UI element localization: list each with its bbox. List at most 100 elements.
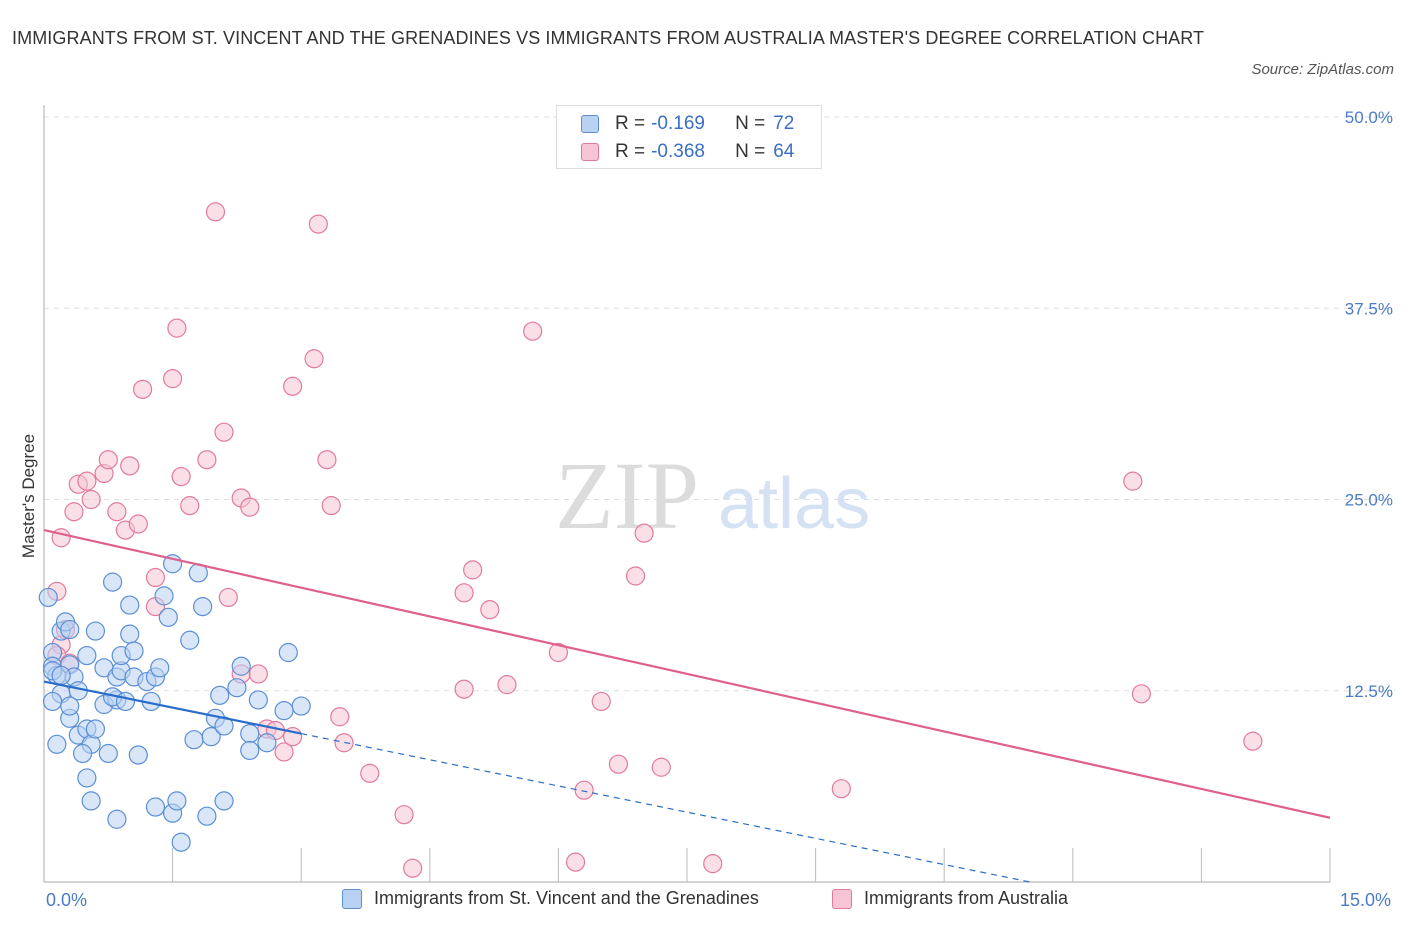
data-point <box>197 450 217 470</box>
data-point <box>98 450 118 470</box>
gridlines <box>44 116 1395 692</box>
data-point <box>403 858 423 878</box>
data-point <box>1123 471 1143 491</box>
data-point <box>321 496 341 516</box>
data-point <box>132 379 153 399</box>
data-point <box>651 757 671 777</box>
watermark-zip: ZIP <box>555 442 699 549</box>
data-point <box>1131 684 1151 704</box>
series-australia-points <box>47 202 1263 878</box>
data-point <box>240 723 260 744</box>
legend-swatch-blue <box>581 115 599 133</box>
watermark: ZIP atlas <box>555 442 870 549</box>
legend-row-st-vincent: R = -0.169 N = 72 <box>581 112 794 136</box>
legend-row-australia: R = -0.368 N = 64 <box>581 140 794 164</box>
legend-n-value: 72 <box>773 113 795 134</box>
data-point <box>120 595 140 615</box>
data-point <box>201 727 221 747</box>
y-tick-label: 25.0% <box>1345 491 1393 510</box>
data-point <box>107 502 127 522</box>
data-point <box>124 641 144 661</box>
trend-lines <box>43 529 1331 883</box>
data-point <box>81 489 101 510</box>
legend-n-label: N = <box>735 141 766 162</box>
watermark-atlas: atlas <box>718 464 870 544</box>
data-point <box>634 523 654 543</box>
data-point <box>85 719 106 739</box>
data-point <box>831 779 851 799</box>
data-point <box>51 665 71 686</box>
legend-n-label: N = <box>735 113 766 134</box>
data-point <box>480 600 500 620</box>
data-point <box>145 797 166 817</box>
data-point <box>497 675 517 695</box>
bottom-legend-australia: Immigrants from Australia <box>832 888 1068 909</box>
data-point <box>463 560 483 580</box>
trend-line-australia <box>43 529 1331 819</box>
x-tick-max: 15.0% <box>1340 890 1392 910</box>
data-point <box>248 690 268 710</box>
data-point <box>608 754 629 774</box>
data-point <box>197 806 217 826</box>
data-point <box>360 763 380 783</box>
data-point <box>308 214 328 234</box>
data-point <box>703 854 723 874</box>
data-point <box>171 832 191 852</box>
trend-line-st-vincent <box>43 680 302 735</box>
data-point <box>77 645 97 666</box>
data-point <box>454 679 474 699</box>
data-point <box>257 733 277 753</box>
data-point <box>1243 731 1263 751</box>
data-point <box>115 691 136 712</box>
data-point <box>334 733 354 753</box>
stats-legend: R = -0.169 N = 72 R = -0.368 N = 64 <box>556 105 822 169</box>
data-point <box>180 496 200 516</box>
data-point <box>304 349 324 369</box>
legend-n-value: 64 <box>773 141 795 162</box>
data-point <box>184 730 204 750</box>
data-point <box>274 742 294 762</box>
data-point <box>330 707 350 727</box>
y-axis-label: Master's Degree <box>19 434 38 558</box>
data-point <box>163 369 183 389</box>
axes <box>43 105 1331 883</box>
data-point <box>205 202 226 222</box>
data-point <box>120 624 140 644</box>
data-point <box>154 586 174 606</box>
data-point <box>291 696 311 716</box>
data-point <box>64 502 84 522</box>
trend-line-st-vincent-extension <box>301 733 1031 883</box>
data-point <box>283 376 303 396</box>
data-point <box>523 321 543 341</box>
chart-title: IMMIGRANTS FROM ST. VINCENT AND THE GREN… <box>12 28 1205 48</box>
data-point <box>218 587 238 608</box>
data-point <box>565 852 586 872</box>
data-point <box>98 743 118 764</box>
data-point <box>454 583 474 603</box>
data-point <box>278 642 298 663</box>
data-point <box>158 607 178 627</box>
data-point <box>591 691 611 712</box>
data-point <box>72 743 93 764</box>
data-point <box>77 471 97 491</box>
data-point <box>85 621 106 641</box>
legend-swatch-pink <box>581 143 599 161</box>
legend-r-label: R = <box>615 113 646 134</box>
data-point <box>210 685 230 705</box>
data-point <box>548 642 569 663</box>
data-point <box>193 596 213 617</box>
data-point <box>274 701 294 721</box>
data-point <box>60 696 80 716</box>
y-tick-label: 37.5% <box>1345 299 1393 318</box>
data-point <box>240 740 260 761</box>
data-point <box>574 780 594 800</box>
data-point <box>240 497 260 517</box>
bottom-legend-label: Immigrants from St. Vincent and the Gren… <box>374 888 759 908</box>
data-point <box>171 466 191 487</box>
y-tick-label: 12.5% <box>1345 682 1393 701</box>
data-point <box>128 514 148 534</box>
y-tick-label: 50.0% <box>1345 108 1393 127</box>
chart-source: Source: ZipAtlas.com <box>1251 61 1394 78</box>
legend-r-value: -0.368 <box>651 141 705 162</box>
